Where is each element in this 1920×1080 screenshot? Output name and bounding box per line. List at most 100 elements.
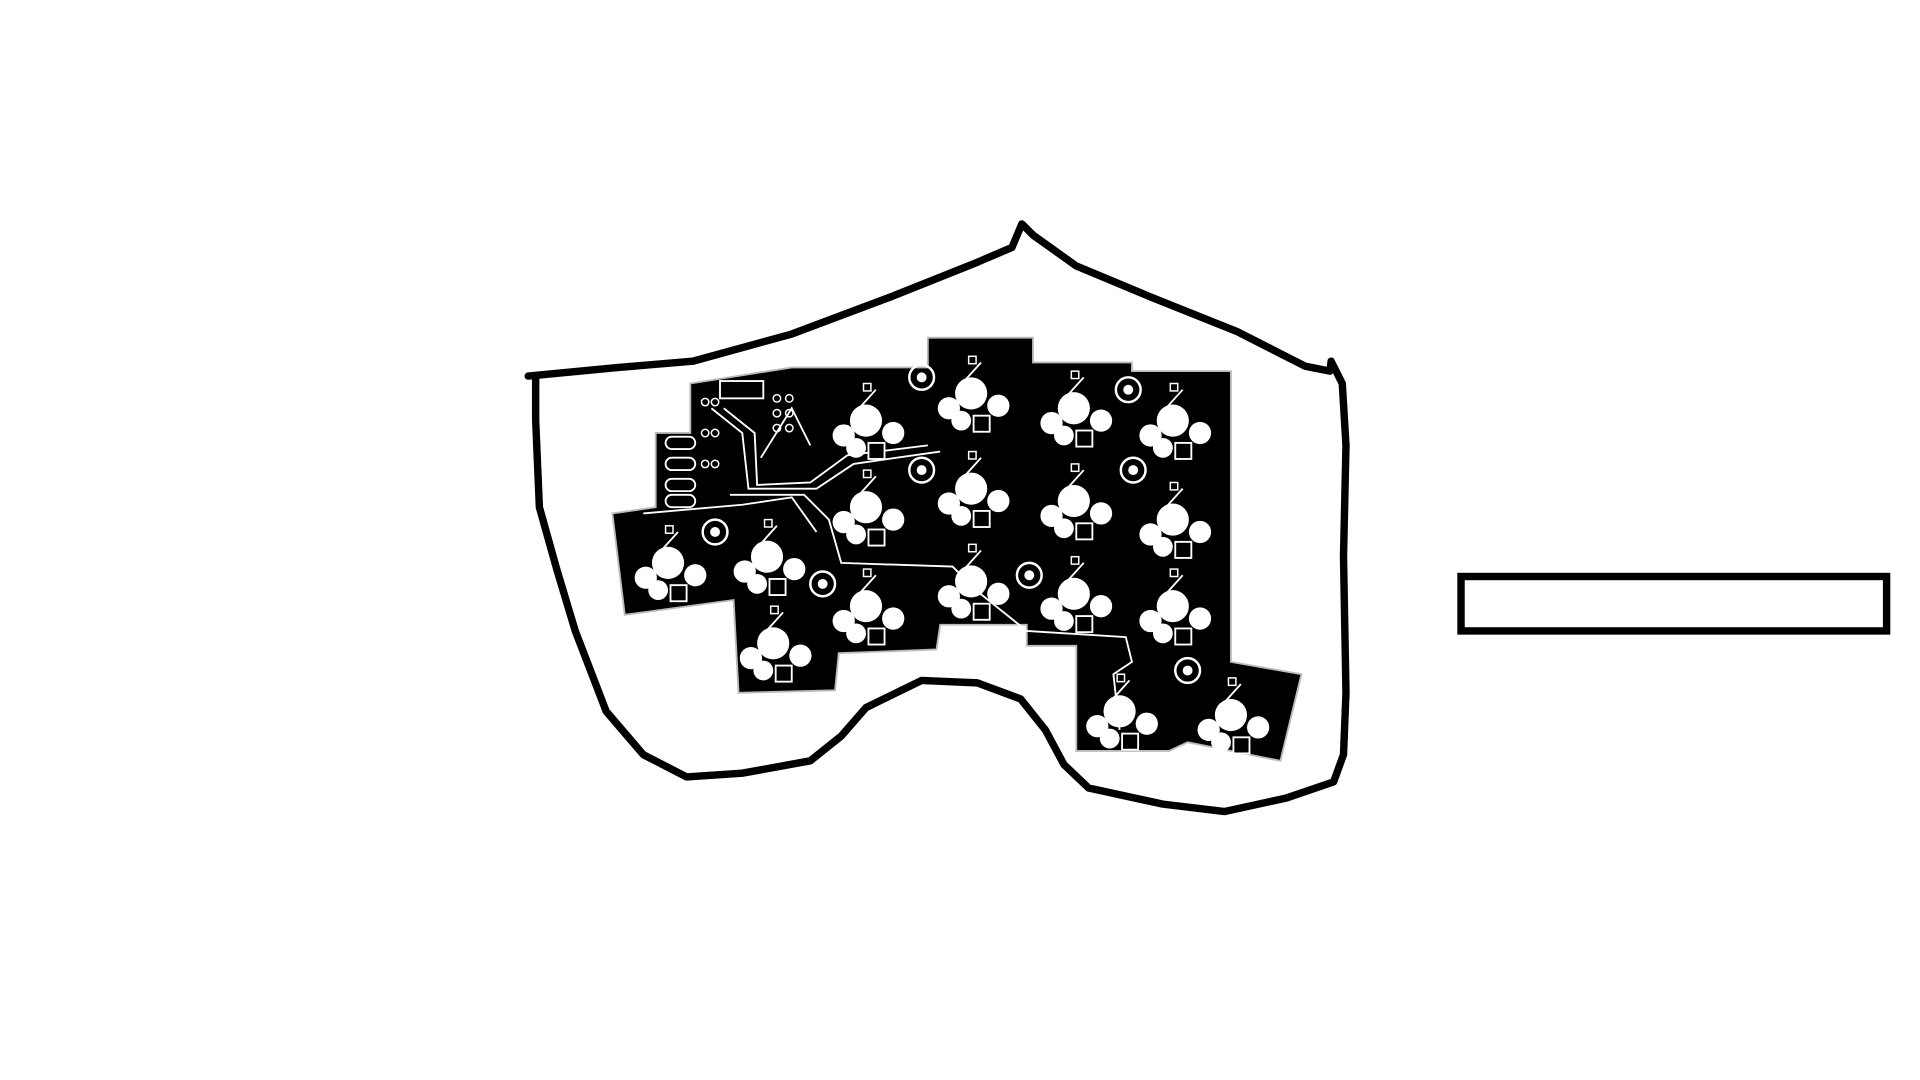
switch-pin: [882, 607, 905, 630]
pad: [867, 627, 886, 646]
switch-pin: [1089, 502, 1113, 525]
switch-pin: [1152, 536, 1173, 557]
mount-hole: [908, 363, 936, 391]
switch-hole: [1057, 392, 1090, 425]
switch-hole: [1156, 590, 1189, 623]
switch-pin: [882, 508, 905, 531]
switch-hole: [1103, 695, 1136, 728]
switch-hole: [955, 377, 988, 410]
diode-trace: [1217, 683, 1242, 710]
diode-pad: [1169, 568, 1179, 578]
switch-pin: [1135, 712, 1158, 735]
switch-pin: [783, 557, 806, 581]
pad: [867, 441, 886, 460]
diode-trace: [1159, 488, 1184, 515]
case-outline: [524, 220, 1350, 816]
switch-hole: [1156, 503, 1189, 536]
diode-pad: [664, 525, 674, 534]
diode-trace: [958, 361, 982, 388]
diode-pad: [1070, 463, 1080, 473]
trace: [710, 407, 941, 490]
switch-hole: [757, 627, 790, 660]
pad: [1121, 732, 1140, 751]
mount-hole: [908, 456, 936, 484]
diode-pad: [1070, 370, 1080, 380]
via: [700, 459, 710, 469]
pad: [1075, 615, 1094, 634]
pcb-board: [611, 336, 1303, 762]
switch-hole: [849, 590, 883, 623]
diode-trace: [958, 457, 982, 484]
mount-hole-center: [916, 465, 927, 476]
diode-trace: [852, 475, 877, 502]
switch-pin: [1152, 623, 1173, 644]
via: [700, 428, 710, 438]
connector-pad: [664, 435, 697, 450]
switch-pin: [846, 437, 866, 458]
pad: [972, 510, 991, 528]
via: [772, 423, 782, 433]
mount-hole: [809, 570, 837, 598]
diode-pad: [967, 543, 977, 553]
mount-hole-center: [710, 527, 720, 537]
switch-pin: [951, 505, 972, 526]
pad: [1174, 441, 1193, 460]
switch-hole: [750, 540, 784, 573]
pad: [1232, 736, 1251, 755]
diode-trace: [1159, 389, 1184, 416]
via: [710, 428, 720, 438]
via: [784, 423, 794, 433]
via: [772, 393, 782, 403]
switch-pin: [846, 623, 866, 644]
pad: [774, 664, 793, 683]
diode-pad: [862, 382, 872, 392]
diode-pad: [769, 605, 779, 615]
diode-pad: [862, 568, 872, 578]
switch-pin: [1188, 520, 1212, 544]
diode-trace: [654, 531, 679, 558]
diode-trace: [1060, 376, 1085, 403]
mount-hole-center: [1128, 465, 1139, 476]
switch-hole: [955, 565, 988, 598]
mount-hole-center: [916, 372, 927, 383]
switch-pin: [1054, 611, 1074, 631]
diode-trace: [1060, 562, 1085, 589]
pad: [669, 584, 688, 603]
pad: [1075, 429, 1094, 448]
switch-hole: [1057, 577, 1090, 610]
switch-hole: [849, 404, 883, 437]
switch-pin: [882, 421, 905, 445]
pad: [1075, 522, 1094, 541]
switch-hole: [1214, 698, 1248, 732]
diode-pad: [967, 450, 977, 460]
switch-pin: [684, 564, 707, 587]
diode-trace: [852, 389, 877, 416]
diode-pad: [1169, 382, 1179, 392]
diode-trace: [753, 525, 778, 552]
diode-pad: [1116, 673, 1126, 683]
diode-trace: [1159, 574, 1184, 601]
switch-pin: [1211, 732, 1231, 753]
via: [772, 408, 782, 418]
trace: [760, 406, 812, 459]
mount-hole: [1174, 656, 1202, 685]
switch-pin: [846, 524, 866, 545]
switch-pin: [1247, 716, 1270, 739]
trace: [643, 496, 818, 533]
switch-hole: [849, 491, 883, 524]
diode-trace: [1106, 679, 1131, 706]
mount-hole: [1015, 561, 1043, 589]
switch-pin: [753, 660, 774, 681]
diode-trace: [958, 549, 982, 576]
pad: [972, 602, 991, 621]
mount-hole: [1119, 456, 1147, 484]
via: [700, 397, 710, 407]
pad: [972, 414, 991, 433]
switch-pin: [648, 580, 669, 600]
diode-pad: [1070, 555, 1080, 565]
mount-hole-center: [817, 578, 828, 589]
via: [710, 459, 720, 469]
switch-pin: [747, 574, 768, 594]
switch-pin: [1089, 409, 1113, 432]
